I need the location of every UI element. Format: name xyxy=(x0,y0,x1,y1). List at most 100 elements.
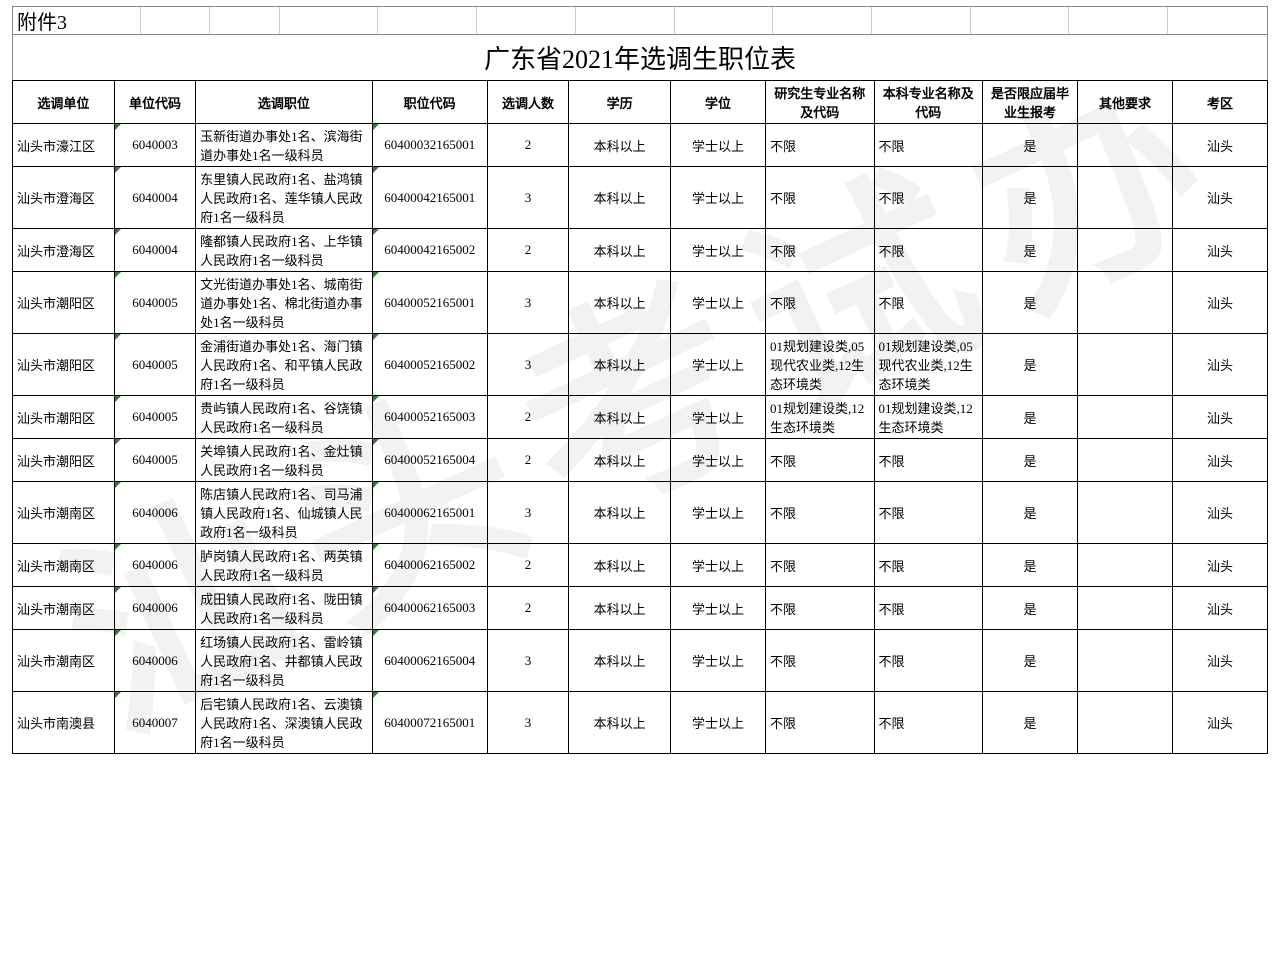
table-cell xyxy=(1078,396,1173,439)
table-cell: 本科以上 xyxy=(569,124,671,167)
table-row: 汕头市潮阳区6040005贵屿镇人民政府1名、谷饶镇人民政府1名一级科员6040… xyxy=(13,396,1268,439)
table-cell: 汕头 xyxy=(1172,124,1267,167)
table-cell: 不限 xyxy=(874,167,983,229)
top-empty-cell xyxy=(141,7,210,34)
column-header: 职位代码 xyxy=(372,81,487,124)
table-row: 汕头市潮阳区6040005关埠镇人民政府1名、金灶镇人民政府1名一级科员6040… xyxy=(13,439,1268,482)
table-cell: 汕头市潮阳区 xyxy=(13,334,115,396)
table-cell: 01规划建设类,12生态环境类 xyxy=(765,396,874,439)
table-cell: 本科以上 xyxy=(569,630,671,692)
table-cell xyxy=(1078,587,1173,630)
table-cell: 汕头 xyxy=(1172,334,1267,396)
table-body: 汕头市濠江区6040003玉新街道办事处1名、滨海街道办事处1名一级科员6040… xyxy=(13,124,1268,754)
table-cell: 不限 xyxy=(874,124,983,167)
table-cell: 胪岗镇人民政府1名、两英镇人民政府1名一级科员 xyxy=(196,544,372,587)
table-cell: 是 xyxy=(983,587,1078,630)
table-cell: 学士以上 xyxy=(671,396,766,439)
table-cell: 是 xyxy=(983,692,1078,754)
table-cell: 是 xyxy=(983,124,1078,167)
table-cell: 汕头 xyxy=(1172,544,1267,587)
table-cell: 6040004 xyxy=(114,229,195,272)
table-cell: 是 xyxy=(983,396,1078,439)
table-cell: 不限 xyxy=(874,482,983,544)
column-header: 选调单位 xyxy=(13,81,115,124)
table-cell: 是 xyxy=(983,544,1078,587)
table-row: 汕头市潮阳区6040005金浦街道办事处1名、海门镇人民政府1名、和平镇人民政府… xyxy=(13,334,1268,396)
table-cell: 不限 xyxy=(874,544,983,587)
table-cell: 6040006 xyxy=(114,630,195,692)
table-cell: 汕头 xyxy=(1172,396,1267,439)
table-row: 汕头市潮南区6040006成田镇人民政府1名、陇田镇人民政府1名一级科员6040… xyxy=(13,587,1268,630)
table-cell: 汕头市潮阳区 xyxy=(13,439,115,482)
column-header: 是否限应届毕业生报考 xyxy=(983,81,1078,124)
table-cell: 汕头 xyxy=(1172,587,1267,630)
table-cell: 本科以上 xyxy=(569,587,671,630)
table-cell: 学士以上 xyxy=(671,272,766,334)
table-cell: 金浦街道办事处1名、海门镇人民政府1名、和平镇人民政府1名一级科员 xyxy=(196,334,372,396)
table-cell: 2 xyxy=(487,229,568,272)
table-cell xyxy=(1078,439,1173,482)
table-cell: 是 xyxy=(983,439,1078,482)
table-cell: 是 xyxy=(983,630,1078,692)
table-cell: 不限 xyxy=(874,630,983,692)
top-empty-cell xyxy=(675,7,774,34)
table-cell: 60400052165004 xyxy=(372,439,487,482)
top-empty-cell xyxy=(872,7,971,34)
table-cell: 汕头 xyxy=(1172,630,1267,692)
table-cell: 不限 xyxy=(765,544,874,587)
table-cell: 学士以上 xyxy=(671,167,766,229)
table-cell: 汕头 xyxy=(1172,439,1267,482)
table-cell xyxy=(1078,334,1173,396)
table-cell: 本科以上 xyxy=(569,272,671,334)
table-cell: 01规划建设类,05现代农业类,12生态环境类 xyxy=(874,334,983,396)
table-cell: 汕头市南澳县 xyxy=(13,692,115,754)
table-cell: 60400072165001 xyxy=(372,692,487,754)
table-cell: 3 xyxy=(487,272,568,334)
table-cell: 是 xyxy=(983,167,1078,229)
top-empty-cell xyxy=(576,7,675,34)
table-row: 汕头市潮南区6040006红场镇人民政府1名、雷岭镇人民政府1名、井都镇人民政府… xyxy=(13,630,1268,692)
table-cell: 不限 xyxy=(874,272,983,334)
table-cell: 3 xyxy=(487,630,568,692)
table-cell: 汕头市濠江区 xyxy=(13,124,115,167)
table-cell: 60400062165003 xyxy=(372,587,487,630)
table-row: 汕头市澄海区6040004东里镇人民政府1名、盐鸿镇人民政府1名、莲华镇人民政府… xyxy=(13,167,1268,229)
table-cell: 6040005 xyxy=(114,439,195,482)
top-empty-cell xyxy=(280,7,379,34)
table-header-row: 选调单位单位代码选调职位职位代码选调人数学历学位研究生专业名称及代码本科专业名称… xyxy=(13,81,1268,124)
table-cell: 60400052165002 xyxy=(372,334,487,396)
table-cell: 6040006 xyxy=(114,587,195,630)
table-cell xyxy=(1078,229,1173,272)
table-cell: 6040003 xyxy=(114,124,195,167)
table-cell: 2 xyxy=(487,396,568,439)
table-cell: 6040006 xyxy=(114,482,195,544)
table-cell: 3 xyxy=(487,334,568,396)
table-row: 汕头市潮阳区6040005文光街道办事处1名、城南街道办事处1名、棉北街道办事处… xyxy=(13,272,1268,334)
table-cell: 汕头市潮阳区 xyxy=(13,396,115,439)
table-cell: 汕头市潮南区 xyxy=(13,630,115,692)
column-header: 学位 xyxy=(671,81,766,124)
table-cell: 陈店镇人民政府1名、司马浦镇人民政府1名、仙城镇人民政府1名一级科员 xyxy=(196,482,372,544)
table-cell: 3 xyxy=(487,482,568,544)
top-spreadsheet-row: 附件3 xyxy=(12,6,1268,34)
top-empty-cell xyxy=(1069,7,1168,34)
column-header: 本科专业名称及代码 xyxy=(874,81,983,124)
table-cell: 汕头市澄海区 xyxy=(13,229,115,272)
table-cell: 成田镇人民政府1名、陇田镇人民政府1名一级科员 xyxy=(196,587,372,630)
table-cell: 60400062165001 xyxy=(372,482,487,544)
table-cell: 本科以上 xyxy=(569,167,671,229)
table-cell: 不限 xyxy=(765,272,874,334)
table-cell: 本科以上 xyxy=(569,482,671,544)
table-cell xyxy=(1078,272,1173,334)
table-cell: 2 xyxy=(487,587,568,630)
table-cell xyxy=(1078,124,1173,167)
table-cell: 是 xyxy=(983,272,1078,334)
table-cell: 6040006 xyxy=(114,544,195,587)
top-empty-cell xyxy=(971,7,1070,34)
table-cell: 汕头市潮南区 xyxy=(13,482,115,544)
column-header: 研究生专业名称及代码 xyxy=(765,81,874,124)
table-cell: 不限 xyxy=(765,630,874,692)
table-cell: 是 xyxy=(983,334,1078,396)
table-cell: 60400042165001 xyxy=(372,167,487,229)
table-cell: 6040004 xyxy=(114,167,195,229)
